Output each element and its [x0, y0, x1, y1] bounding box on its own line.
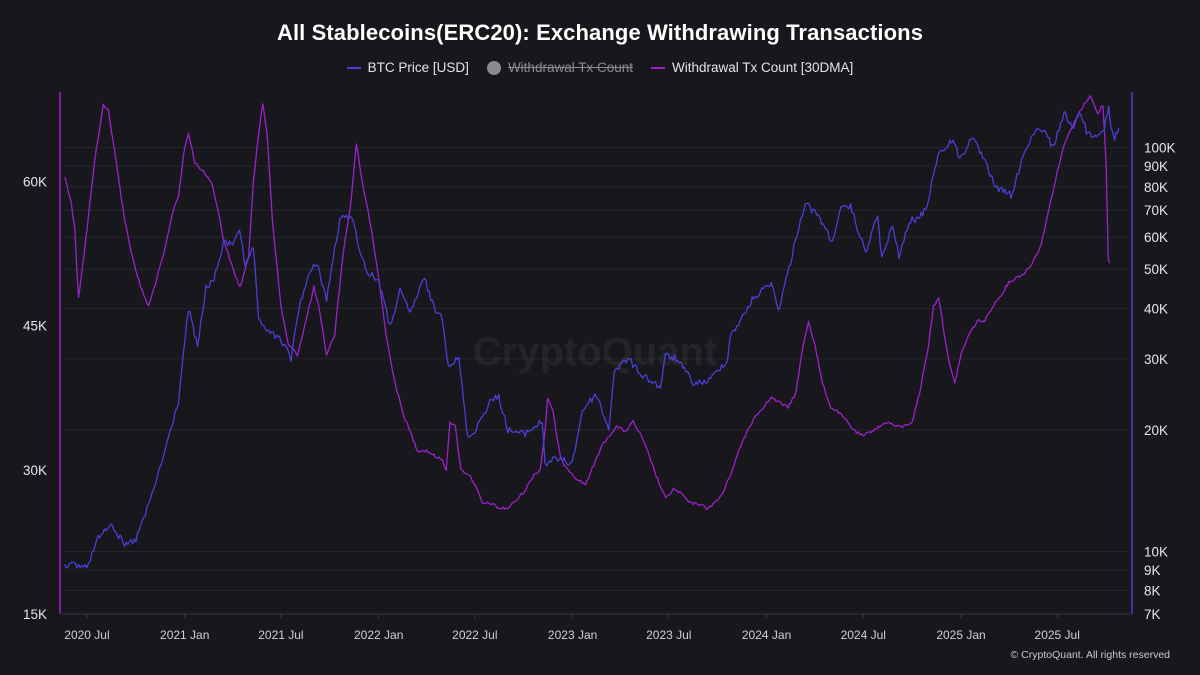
series-lines [64, 95, 1120, 569]
y-right-tick-90K: 90K [1144, 159, 1168, 174]
legend-label-btc-price: BTC Price [USD] [367, 60, 469, 75]
x-tick-2022-Jul: 2022 Jul [452, 628, 497, 642]
legend-swatch-btc-price [346, 66, 361, 69]
y-right-tick-60K: 60K [1144, 230, 1168, 245]
y-right-tick-100K: 100K [1144, 141, 1176, 156]
x-tick-2025-Jul: 2025 Jul [1035, 628, 1080, 642]
legend: BTC Price [USD] Withdrawal Tx Count With… [0, 60, 1200, 75]
y-right-tick-30K: 30K [1144, 352, 1168, 367]
y-left-tick-30K: 30K [23, 463, 47, 478]
y-left-tick-45K: 45K [23, 319, 47, 334]
y-right-tick-8K: 8K [1144, 584, 1161, 599]
y-left-tick-15K: 15K [23, 607, 47, 622]
x-tick-2024-Jan: 2024 Jan [742, 628, 791, 642]
withdrawal-30dma-line [64, 95, 1111, 511]
btc-price-line [64, 105, 1120, 569]
y-right-tick-7K: 7K [1144, 607, 1161, 622]
y-right-tick-20K: 20K [1144, 423, 1168, 438]
legend-item-btc-price[interactable]: BTC Price [USD] [346, 60, 469, 75]
y-right-tick-10K: 10K [1144, 544, 1168, 559]
y-right-tick-40K: 40K [1144, 301, 1168, 316]
legend-swatch-withdrawal-tx-count [486, 60, 501, 75]
y-right-tick-80K: 80K [1144, 180, 1168, 195]
legend-swatch-withdrawal-30dma [650, 66, 665, 69]
x-tick-2022-Jan: 2022 Jan [354, 628, 403, 642]
y-right-tick-9K: 9K [1144, 563, 1161, 578]
x-tick-2025-Jan: 2025 Jan [936, 628, 985, 642]
chart-title: All Stablecoins(ERC20): Exchange Withdra… [276, 20, 924, 45]
grid [62, 147, 1130, 615]
y-left-tick-60K: 60K [23, 175, 47, 190]
x-tick-2024-Jul: 2024 Jul [841, 628, 886, 642]
legend-item-withdrawal-30dma[interactable]: Withdrawal Tx Count [30DMA] [650, 60, 854, 75]
y-right-tick-50K: 50K [1144, 262, 1168, 277]
x-tick-2021-Jan: 2021 Jan [160, 628, 209, 642]
watermark: CryptoQuant [473, 330, 717, 374]
x-tick-2020-Jul: 2020 Jul [64, 628, 109, 642]
copyright-notice: © CryptoQuant. All rights reserved [1010, 649, 1170, 661]
y-right-tick-70K: 70K [1144, 203, 1168, 218]
legend-label-withdrawal-tx-count: Withdrawal Tx Count [507, 60, 633, 75]
legend-label-withdrawal-30dma: Withdrawal Tx Count [30DMA] [671, 60, 854, 75]
x-tick-2023-Jul: 2023 Jul [646, 628, 691, 642]
x-tick-2023-Jan: 2023 Jan [548, 628, 597, 642]
axes: 15K 30K 45K 60K 7K 8K 9K 10K 20K 30K 40K 50K 60K 70K 8… [23, 92, 1176, 642]
legend-item-withdrawal-tx-count[interactable]: Withdrawal Tx Count [486, 60, 633, 75]
x-tick-2021-Jul: 2021 Jul [258, 628, 303, 642]
